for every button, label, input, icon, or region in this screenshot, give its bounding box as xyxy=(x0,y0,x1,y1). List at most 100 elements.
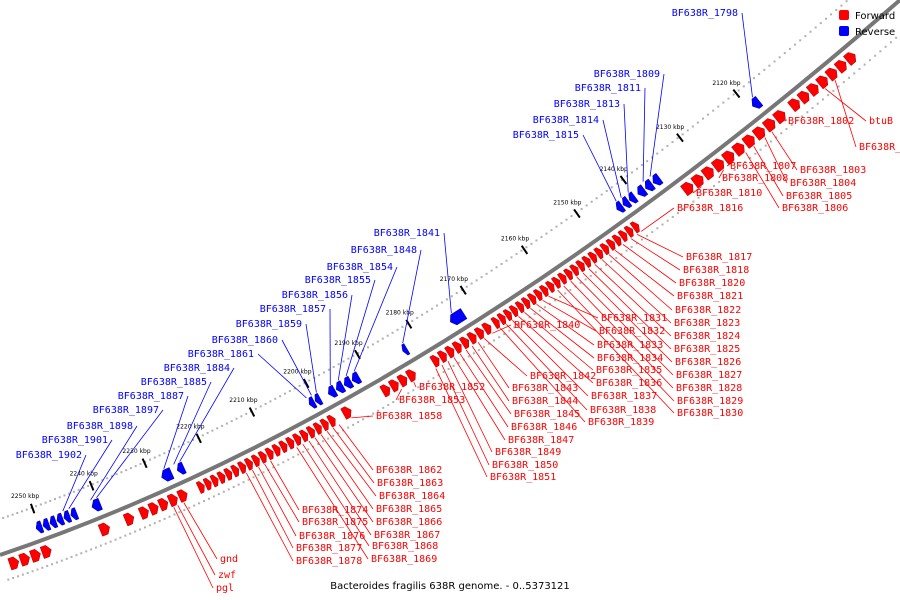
forward-track-dot xyxy=(837,85,840,88)
gene-leader-line xyxy=(500,327,586,423)
reverse-gene-arrow xyxy=(42,517,52,531)
forward-gene-arrow xyxy=(326,414,336,428)
reverse-track-dot xyxy=(480,276,483,279)
gene-leader-line xyxy=(588,268,672,350)
gene-label: BF638R_1820 xyxy=(679,278,745,289)
gene-leader-line xyxy=(302,443,370,547)
forward-track-dot xyxy=(437,374,440,377)
gene-leader-line xyxy=(459,353,509,428)
tick-mark xyxy=(302,378,310,389)
gene-label: BF638R_1877 xyxy=(296,543,362,554)
forward-gene-arrow xyxy=(7,556,20,571)
forward-gene-arrow xyxy=(278,440,288,454)
forward-track-dot xyxy=(579,281,582,284)
gene-leader-line xyxy=(557,289,675,414)
gene-leader-line xyxy=(270,460,300,511)
reverse-track-dot xyxy=(279,395,282,398)
gene-leader-line xyxy=(337,294,353,381)
gene-leader-line xyxy=(834,80,857,148)
forward-track-dot xyxy=(848,76,851,79)
reverse-track-dot xyxy=(240,415,243,418)
forward-track-dot xyxy=(312,445,315,448)
forward-track-dot xyxy=(518,323,521,326)
forward-track-dot xyxy=(513,326,516,329)
reverse-track-dot xyxy=(327,368,330,371)
reverse-track-dot xyxy=(465,285,468,288)
reverse-track-dot xyxy=(727,97,730,100)
forward-track-dot xyxy=(559,295,562,298)
gene-leader-line xyxy=(252,469,294,549)
gene-label: BF638R_1839 xyxy=(588,417,654,428)
gene-leader-line xyxy=(338,424,374,471)
forward-track-dot xyxy=(452,364,455,367)
forward-gene-arrow xyxy=(833,59,847,74)
gene-label: BF638R_1833 xyxy=(597,340,663,351)
tick-label: 2190 kbp xyxy=(334,340,362,347)
reverse-track-dot xyxy=(666,144,669,147)
forward-track-dot xyxy=(432,377,435,380)
forward-track-dot xyxy=(769,140,772,143)
reverse-gene-arrow xyxy=(751,95,764,109)
forward-track-dot xyxy=(790,123,793,126)
gene-leader-line xyxy=(649,73,665,177)
reverse-track-dot xyxy=(636,167,639,170)
gene-leader-line xyxy=(173,506,214,589)
reverse-track-dot xyxy=(773,60,776,63)
forward-track-dot xyxy=(31,570,34,573)
forward-gene-arrow xyxy=(223,467,233,481)
reverse-gene-arrow xyxy=(401,343,411,356)
forward-track-dot xyxy=(868,59,871,62)
label-leader-lines xyxy=(62,12,867,589)
gene-label: BF638R_1816 xyxy=(677,203,743,214)
reverse-track-dot xyxy=(783,52,786,55)
forward-gene-arrow xyxy=(166,493,178,508)
tick-mark xyxy=(195,433,202,444)
reverse-track-dot xyxy=(91,483,94,486)
forward-track-dot xyxy=(7,578,10,581)
gene-label: BF638R_1849 xyxy=(495,447,561,458)
forward-gene-arrow xyxy=(629,221,640,234)
forward-track-dot xyxy=(707,188,710,191)
reverse-track-dot xyxy=(254,407,257,410)
reverse-gene-arrow xyxy=(70,507,80,521)
reverse-track-dot xyxy=(510,256,513,259)
forward-track-dot xyxy=(842,81,845,84)
gene-label: BF638R_1805 xyxy=(786,191,852,202)
reverse-track-dot xyxy=(115,473,118,476)
forward-track-dot xyxy=(467,355,470,358)
forward-track-dot xyxy=(811,106,814,109)
reverse-track-dot xyxy=(580,207,583,210)
gene-label: BF638R_1813 xyxy=(554,99,620,110)
forward-track-dot xyxy=(853,72,856,75)
reverse-track-dot xyxy=(421,313,424,316)
gene-leader-line xyxy=(281,339,312,396)
forward-gene-arrow xyxy=(458,336,470,350)
forward-track-dot xyxy=(610,260,613,263)
reverse-track-dot xyxy=(163,452,166,455)
forward-track-dot xyxy=(493,339,496,342)
forward-track-dot xyxy=(26,571,29,574)
gene-leader-line xyxy=(173,381,212,465)
gene-label: BF638R_1809 xyxy=(594,69,660,80)
reverse-track-dot xyxy=(269,400,272,403)
forward-track-dot xyxy=(183,509,186,512)
forward-track-dot xyxy=(785,128,788,131)
gene-leader-line xyxy=(518,316,594,384)
reverse-track-dot xyxy=(485,272,488,275)
reverse-track-dot xyxy=(139,462,142,465)
forward-track-dot xyxy=(498,336,501,339)
gene-label: BF638R_1855 xyxy=(305,275,371,286)
tick-mark xyxy=(141,458,148,469)
reverse-gene-arrow xyxy=(314,392,324,406)
forward-track-dot xyxy=(382,406,385,409)
reverse-track-dot xyxy=(158,454,161,457)
reverse-track-dot xyxy=(192,438,195,441)
reverse-track-dot xyxy=(686,129,689,132)
forward-track-dot xyxy=(357,421,360,424)
forward-gene-arrow xyxy=(122,512,135,527)
forward-track-dot xyxy=(104,542,107,545)
forward-track-dot xyxy=(70,555,73,558)
gene-leader-line xyxy=(726,161,734,167)
forward-track-dot xyxy=(554,299,557,302)
forward-track-dot xyxy=(801,115,804,118)
